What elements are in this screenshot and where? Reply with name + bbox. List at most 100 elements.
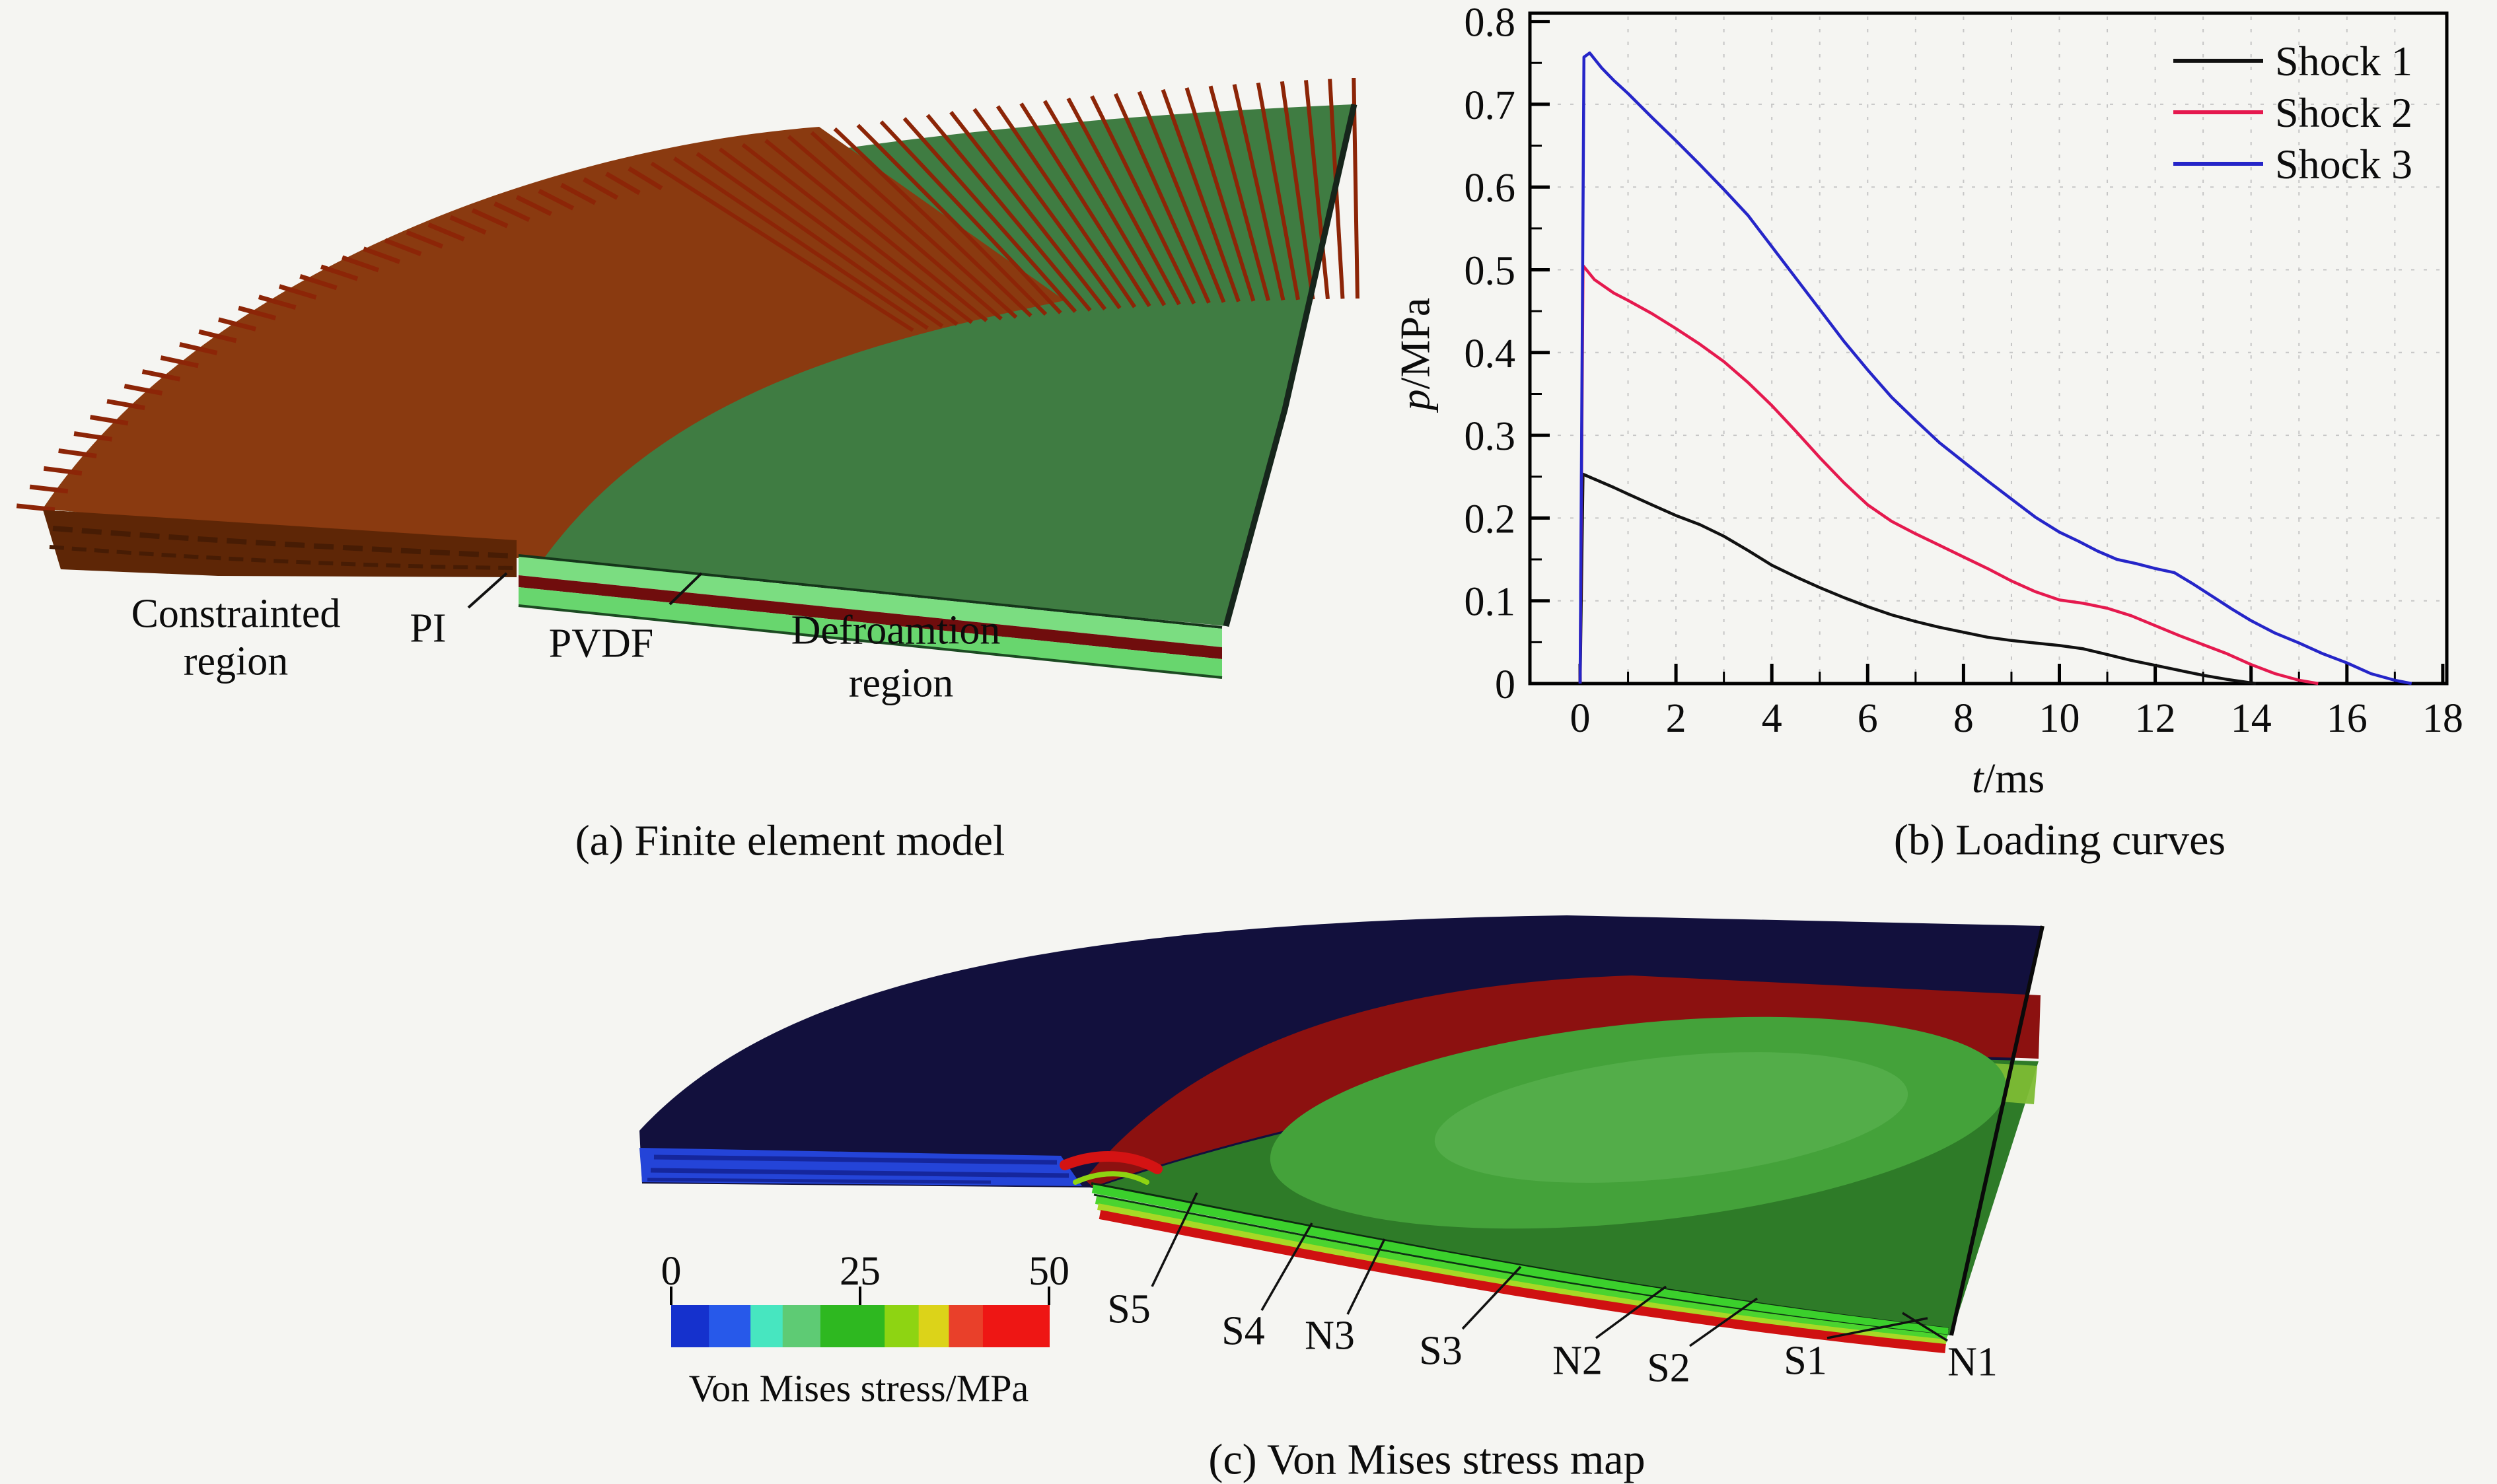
mesh-arrow xyxy=(1256,82,1300,300)
fem-layer-edge xyxy=(518,604,1223,679)
mesh-arrow xyxy=(673,157,929,330)
caption-c: (c) Von Mises stress map xyxy=(1208,1435,1646,1484)
sensor-leader-line xyxy=(1902,1312,1948,1342)
mesh-arrow xyxy=(902,117,1077,313)
y-axis-unit: /MPa xyxy=(1391,297,1439,390)
sensor-leader-line xyxy=(1461,1265,1522,1330)
mesh-arrow xyxy=(278,284,317,300)
mesh-arrow xyxy=(650,161,914,332)
mesh-arrow xyxy=(1208,85,1270,301)
sensor-label-n2: N2 xyxy=(1552,1338,1603,1384)
fem-mesh-arrows xyxy=(16,77,1359,512)
mesh-arrow xyxy=(341,255,380,273)
colorbar-segment xyxy=(949,1305,984,1347)
fem-right-edge xyxy=(1223,104,1357,627)
mesh-arrow xyxy=(787,135,1003,321)
colorbar-tick-label: 50 xyxy=(1029,1249,1069,1294)
x-tick-label: 4 xyxy=(1762,696,1782,741)
mesh-arrow xyxy=(1161,88,1241,302)
stress-layer-yellow xyxy=(1097,1203,1947,1346)
mesh-arrow xyxy=(972,108,1122,310)
legend-label: Shock 3 xyxy=(2275,141,2412,188)
x-tick-label: 6 xyxy=(1858,696,1878,741)
stress-side-stripe xyxy=(647,1178,992,1184)
mesh-arrow xyxy=(583,177,619,200)
mesh-arrow xyxy=(73,431,112,442)
stress-green-blob-core xyxy=(1434,1052,1908,1183)
y-tick-label: 0.4 xyxy=(1465,332,1516,376)
mesh-arrow xyxy=(141,369,181,382)
colorbar-segment xyxy=(918,1305,950,1347)
colorbar-segment xyxy=(671,1305,710,1347)
mesh-arrow xyxy=(1184,87,1256,302)
x-axis-unit: /ms xyxy=(1983,754,2045,802)
mesh-arrow xyxy=(58,448,97,458)
sensor-leader-lines xyxy=(1151,1192,1948,1347)
y-tick-label: 0.8 xyxy=(1465,1,1516,46)
sensor-leader-line xyxy=(1595,1285,1667,1339)
constrained-region-label-line1: Constrainted xyxy=(131,591,341,637)
mesh-arrow xyxy=(995,105,1137,308)
fem-lower-layer xyxy=(519,587,1222,678)
mesh-arrow xyxy=(764,139,988,322)
x-tick-label: 0 xyxy=(1570,696,1591,741)
caption-a: (a) Finite element model xyxy=(575,816,1005,865)
mesh-arrow xyxy=(856,124,1048,316)
deformation-region-label-line1: Defroamtion xyxy=(791,608,1001,653)
stress-junction-hotspot xyxy=(1060,1151,1163,1174)
sensor-label-s2: S2 xyxy=(1647,1345,1690,1391)
mesh-arrow xyxy=(628,166,663,191)
y-tick-label: 0.1 xyxy=(1465,580,1516,625)
mesh-arrow xyxy=(471,208,509,229)
sensor-leader-line xyxy=(1688,1297,1758,1347)
constrained-region-label-line2: region xyxy=(183,639,289,684)
sensor-leader-line xyxy=(1346,1238,1386,1315)
sensor-label-s5: S5 xyxy=(1107,1287,1151,1332)
mesh-arrow xyxy=(925,114,1092,312)
mesh-arrow xyxy=(90,415,129,426)
mesh-arrow xyxy=(1232,84,1285,301)
mesh-arrow xyxy=(449,215,487,235)
mesh-arrow xyxy=(218,317,256,332)
mesh-arrow xyxy=(16,503,55,512)
mesh-arrow xyxy=(1303,80,1330,300)
sensor-label-n1: N1 xyxy=(1947,1339,1998,1385)
pi-label: PI xyxy=(410,606,447,651)
stress-layer-green2 xyxy=(1095,1196,1947,1343)
mesh-arrow xyxy=(160,355,199,369)
series-shock-2 xyxy=(1578,264,2319,686)
x-tick-label: 14 xyxy=(2231,696,2272,741)
sensor-label-n3: N3 xyxy=(1305,1313,1355,1359)
mesh-arrow xyxy=(515,195,552,217)
caption-b: (b) Loading curves xyxy=(1893,816,2226,865)
colorbar-segment xyxy=(885,1305,920,1347)
sensor-leader-line xyxy=(1151,1192,1198,1287)
mesh-arrow xyxy=(124,384,163,396)
mesh-arrow xyxy=(179,342,218,355)
y-tick-label: 0.5 xyxy=(1465,249,1516,294)
x-tick-label: 10 xyxy=(2039,696,2080,741)
mesh-arrow xyxy=(320,264,359,281)
stress-right-edge xyxy=(1949,925,2045,1336)
y-tick-label: 0.7 xyxy=(1465,83,1516,128)
y-axis-variable: p xyxy=(1391,389,1439,411)
series-shock-3 xyxy=(1578,51,2412,686)
stress-layer-green xyxy=(1091,1184,1949,1337)
mesh-arrow xyxy=(238,305,277,320)
colorbar-segment xyxy=(820,1305,886,1347)
sensor-leader-line xyxy=(1260,1222,1313,1311)
mesh-arrow xyxy=(363,246,401,264)
fem-side-texture xyxy=(52,526,516,559)
stress-map-graphic: 0 25 50 xyxy=(639,915,2045,1353)
stress-side-stripe xyxy=(653,1154,1058,1165)
mesh-arrow xyxy=(493,201,530,223)
x-tick-label: 2 xyxy=(1666,696,1686,741)
x-tick-label: 18 xyxy=(2422,696,2463,741)
colorbar-title: Von Mises stress/MPa xyxy=(688,1366,1029,1410)
colorbar-tick-label: 0 xyxy=(661,1249,682,1294)
mesh-arrow xyxy=(384,238,422,256)
mesh-arrow xyxy=(879,120,1062,314)
mesh-arrow xyxy=(741,143,973,324)
colorbar-segment xyxy=(782,1305,821,1347)
legend-label: Shock 1 xyxy=(2275,38,2412,85)
